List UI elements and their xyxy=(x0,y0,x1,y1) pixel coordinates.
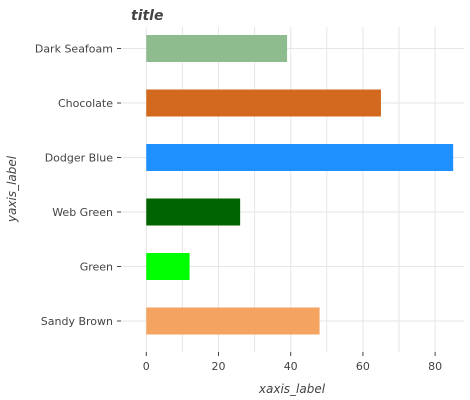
grid xyxy=(121,27,464,352)
y-tick-label: Green xyxy=(80,261,113,274)
bar-green xyxy=(146,253,189,280)
chart-title: title xyxy=(131,8,163,24)
bar-sandy-brown xyxy=(146,308,319,335)
y-tick-label: Dark Seafoam xyxy=(35,43,113,56)
bar-web-green xyxy=(146,199,240,226)
bar-chocolate xyxy=(146,90,381,117)
bar-dark-seafoam xyxy=(146,35,287,62)
x-axis-label: xaxis_label xyxy=(258,382,326,396)
y-tick-label: Web Green xyxy=(52,206,113,219)
y-tick-label: Dodger Blue xyxy=(45,152,114,165)
y-axis-label: yaxis_label xyxy=(5,155,19,223)
x-axis-ticks: 0 20 40 60 80 xyxy=(143,352,442,373)
y-tick-label: Sandy Brown xyxy=(41,315,113,328)
bar-dodger-blue xyxy=(146,144,453,171)
y-axis-ticks: Dark Seafoam Chocolate Dodger Blue Web Gree… xyxy=(35,43,121,329)
bars xyxy=(146,35,453,335)
y-tick-label: Chocolate xyxy=(58,97,113,110)
x-tick-label: 80 xyxy=(428,360,442,373)
x-tick-label: 0 xyxy=(143,360,150,373)
x-tick-label: 40 xyxy=(284,360,298,373)
x-tick-label: 20 xyxy=(211,360,225,373)
x-tick-label: 60 xyxy=(356,360,370,373)
